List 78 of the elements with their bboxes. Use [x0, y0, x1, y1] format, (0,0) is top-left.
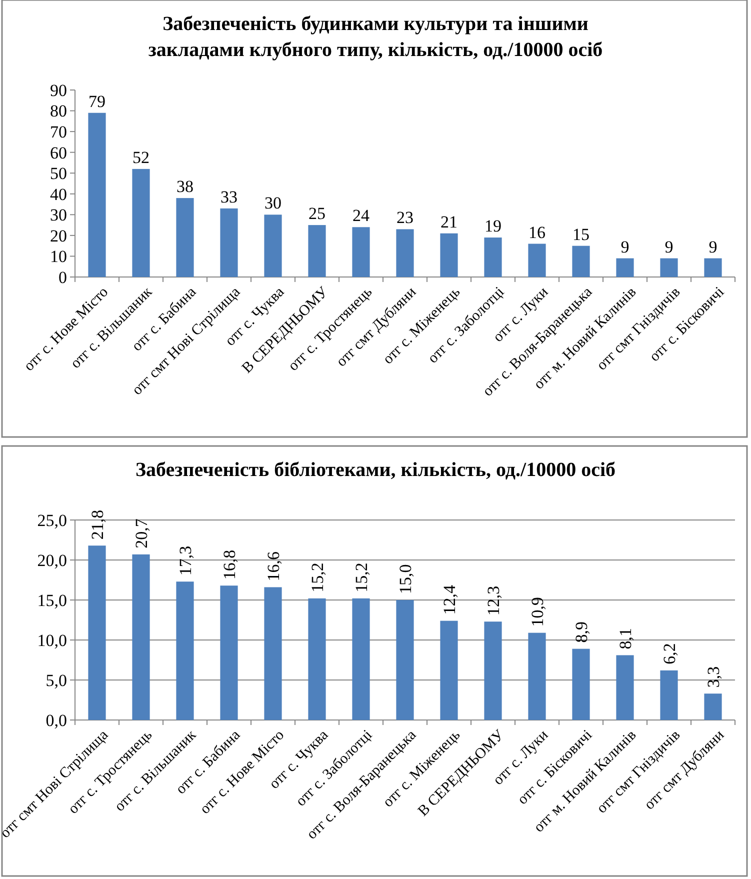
- data-label: 12,3: [484, 586, 503, 616]
- bar: [616, 258, 634, 277]
- data-label: 9: [708, 237, 718, 256]
- data-label: 16,8: [220, 550, 239, 580]
- bar: [264, 587, 282, 720]
- bar: [660, 670, 678, 720]
- bar: [484, 238, 502, 277]
- bar: [308, 598, 326, 720]
- data-label: 23: [396, 208, 414, 228]
- bar: [528, 632, 546, 720]
- bar: [572, 246, 590, 277]
- y-tick-label: 10,0: [37, 630, 67, 650]
- y-tick-label: 80: [50, 102, 67, 121]
- bar: [264, 214, 282, 277]
- y-tick-label: 70: [50, 122, 67, 142]
- bar: [572, 648, 590, 720]
- bar: [616, 655, 634, 720]
- data-label: 15: [572, 224, 590, 244]
- data-label: 6,2: [660, 643, 679, 664]
- y-tick-label: 5,0: [46, 670, 67, 690]
- data-label: 20,7: [132, 518, 151, 548]
- y-tick-label: 15,0: [37, 590, 67, 610]
- bar: [528, 244, 546, 277]
- data-label: 8,1: [616, 628, 635, 650]
- data-label: 12,4: [440, 584, 459, 615]
- y-tick-label: 60: [50, 143, 67, 162]
- data-label: 30: [264, 194, 282, 213]
- data-label: 3,3: [704, 666, 723, 688]
- data-label: 10,9: [528, 597, 547, 627]
- bar: [220, 586, 238, 720]
- bar: [308, 225, 326, 277]
- y-tick-label: 0,0: [46, 710, 67, 730]
- bar: [660, 258, 678, 277]
- data-label: 16,6: [264, 551, 283, 582]
- bar: [132, 168, 150, 277]
- bar: [440, 620, 458, 720]
- bar: [396, 229, 414, 277]
- bar: [704, 694, 722, 720]
- bar: [352, 598, 370, 720]
- data-label: 15,2: [308, 562, 327, 592]
- y-tick-label: 40: [50, 184, 67, 204]
- data-label: 21,8: [88, 510, 107, 540]
- y-tick-label: 50: [50, 164, 67, 184]
- y-tick-label: 0: [58, 268, 67, 287]
- chart-title: Забезпеченість бібліотеками, кількість, од./10000 осіб: [135, 459, 616, 481]
- data-label: 8,9: [572, 622, 591, 643]
- bar: [396, 600, 414, 720]
- bar: [88, 112, 106, 277]
- data-label: 15,0: [396, 564, 415, 594]
- y-tick-label: 20: [50, 226, 67, 246]
- bar: [220, 208, 238, 277]
- y-tick-label: 30: [50, 206, 67, 225]
- data-label: 24: [352, 206, 370, 226]
- data-label: 25: [308, 204, 326, 224]
- data-label: 79: [88, 92, 106, 111]
- data-label: 38: [176, 177, 194, 196]
- bar: [88, 546, 106, 720]
- data-label: 19: [484, 216, 502, 236]
- bar: [704, 258, 722, 277]
- bar: [132, 554, 150, 720]
- y-tick-label: 90: [50, 80, 67, 100]
- bar: [484, 622, 502, 720]
- y-tick-label: 25,0: [37, 510, 67, 530]
- chart-title: Забезпеченість будинками культури та іншими закладами клубного типу, кількість, од./10000 осіб: [148, 13, 603, 61]
- data-label: 33: [220, 187, 238, 206]
- data-label: 15,2: [352, 562, 371, 592]
- bar: [440, 233, 458, 277]
- bar: [352, 227, 370, 277]
- data-label: 9: [664, 237, 674, 256]
- data-label: 17,3: [176, 546, 195, 576]
- bar: [176, 582, 194, 720]
- y-tick-label: 10: [50, 247, 67, 266]
- data-label: 16: [528, 222, 546, 242]
- data-label: 21: [440, 212, 458, 232]
- data-label: 9: [620, 237, 630, 256]
- data-label: 52: [132, 148, 150, 167]
- bar: [176, 198, 194, 277]
- y-tick-label: 20,0: [37, 550, 67, 570]
